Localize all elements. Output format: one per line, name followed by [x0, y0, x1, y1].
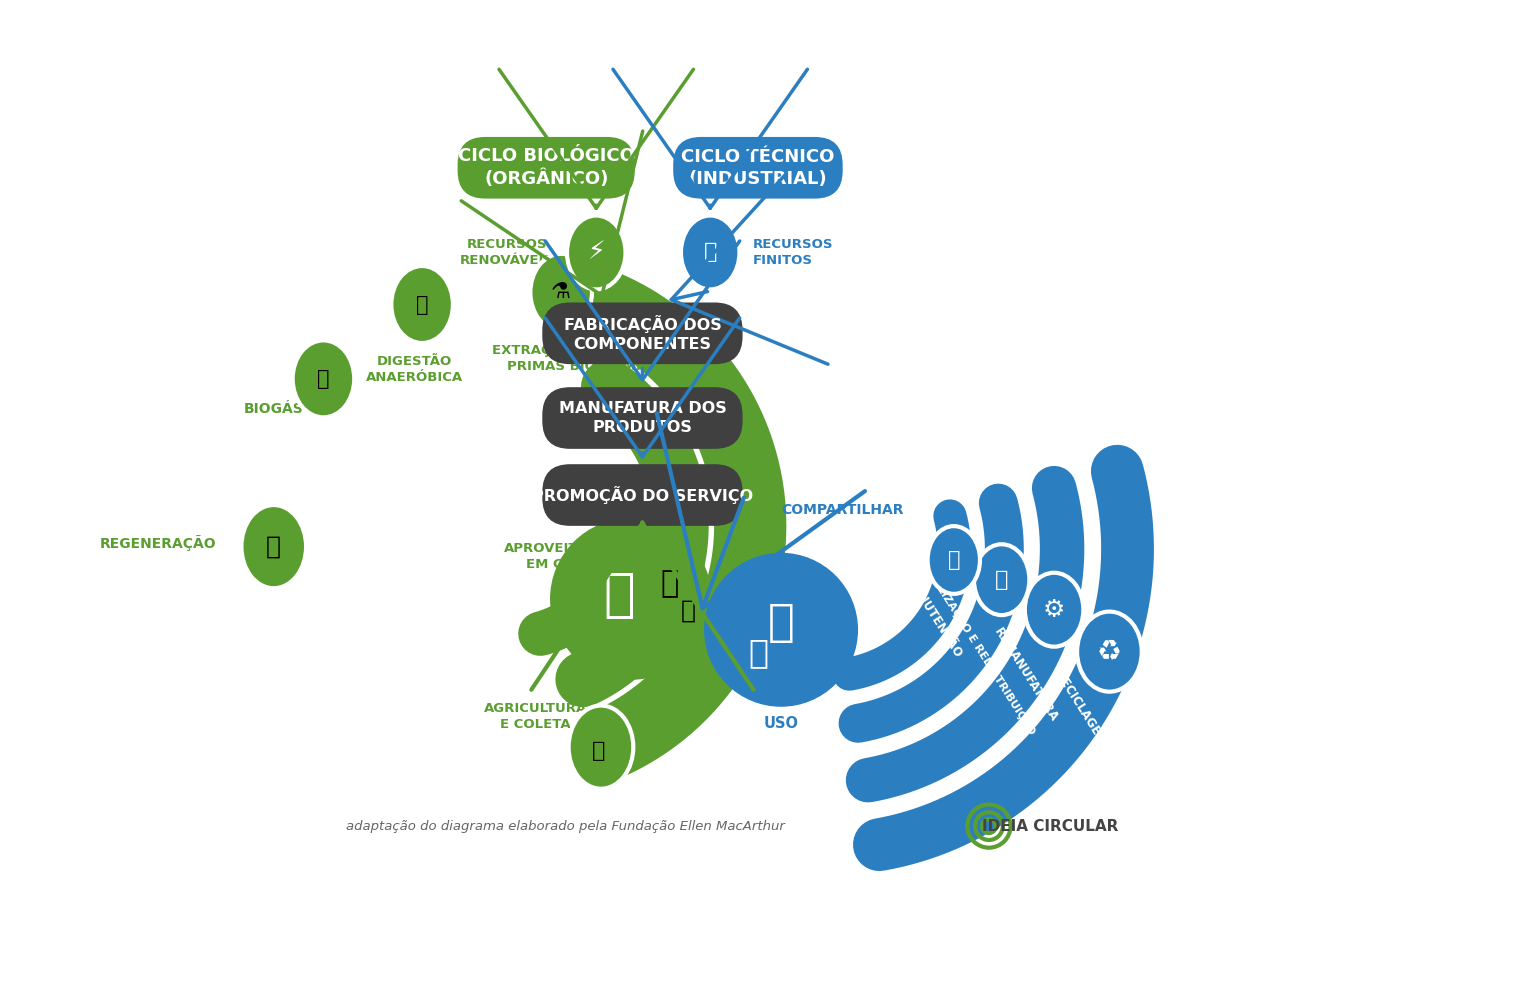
Text: 🌍: 🌍	[266, 535, 281, 558]
Text: FABRICAÇÃO DOS
COMPONENTES: FABRICAÇÃO DOS COMPONENTES	[564, 315, 722, 351]
Text: 🍾: 🍾	[660, 569, 679, 598]
Circle shape	[550, 518, 711, 680]
Ellipse shape	[928, 526, 980, 594]
Text: 🏺: 🏺	[318, 369, 330, 388]
Ellipse shape	[567, 216, 625, 289]
Text: ⚗: ⚗	[551, 283, 571, 302]
FancyBboxPatch shape	[673, 137, 843, 198]
Text: USO: USO	[763, 716, 799, 731]
Text: MATÉRIAS PRIMAS
BIOQUÍMICAS: MATÉRIAS PRIMAS BIOQUÍMICAS	[570, 411, 708, 440]
Text: PROMOÇÃO DO SERVIÇO: PROMOÇÃO DO SERVIÇO	[531, 486, 753, 504]
Text: REUTILIZAÇÃO E REDISTRIBUIÇÃO: REUTILIZAÇÃO E REDISTRIBUIÇÃO	[915, 551, 1038, 736]
Text: RECICLAGEM: RECICLAGEM	[1052, 670, 1109, 749]
Text: 🖥: 🖥	[768, 600, 794, 644]
Text: ⚡: ⚡	[587, 240, 605, 265]
Text: DIGESTÃO
ANAERÓBICA: DIGESTÃO ANAERÓBICA	[366, 354, 462, 384]
Ellipse shape	[1077, 611, 1141, 692]
Text: REMANUFATURA: REMANUFATURA	[991, 625, 1060, 724]
Text: ♻: ♻	[1097, 638, 1121, 666]
Ellipse shape	[530, 254, 591, 331]
Ellipse shape	[974, 544, 1029, 615]
Text: MANUFATURA DOS
PRODUTOS: MANUFATURA DOS PRODUTOS	[559, 401, 727, 435]
Text: CICLO BIOLÓGICO
(ORGÂNICO): CICLO BIOLÓGICO (ORGÂNICO)	[458, 147, 634, 188]
Text: REGENERAÇÃO: REGENERAÇÃO	[100, 535, 217, 550]
Text: APROVEITAMENTO
EM CASCATA: APROVEITAMENTO EM CASCATA	[504, 542, 642, 571]
Ellipse shape	[680, 216, 739, 289]
Text: CONSUMO: CONSUMO	[630, 692, 710, 706]
Ellipse shape	[392, 266, 453, 343]
Text: 🥛: 🥛	[680, 598, 696, 623]
Ellipse shape	[568, 705, 633, 789]
Text: 🔧: 🔧	[948, 550, 960, 570]
Ellipse shape	[241, 505, 306, 589]
Text: 👤: 👤	[604, 569, 636, 621]
Text: COMPARTILHAR: COMPARTILHAR	[780, 503, 903, 517]
Text: EXTRAÇÃO DE MATÉRIAS
PRIMAS BIOQUÍMICA: EXTRAÇÃO DE MATÉRIAS PRIMAS BIOQUÍMICA	[492, 342, 677, 374]
Text: CICLO TÉCNICO
(INDUSTRIAL): CICLO TÉCNICO (INDUSTRIAL)	[682, 148, 834, 188]
Text: 🌾: 🌾	[416, 294, 429, 315]
Text: 🐟: 🐟	[591, 741, 605, 761]
Ellipse shape	[1025, 573, 1083, 646]
Text: 🏭: 🏭	[995, 570, 1008, 590]
FancyBboxPatch shape	[542, 464, 742, 526]
Circle shape	[703, 552, 859, 706]
Text: 👤: 👤	[748, 637, 768, 669]
Text: 🏛: 🏛	[703, 242, 717, 263]
Text: AGRICULTURA
E COLETA: AGRICULTURA E COLETA	[484, 701, 587, 731]
Text: RECURSOS
RENOVÁVEIS: RECURSOS RENOVÁVEIS	[459, 238, 554, 267]
Text: RECURSOS
FINITOS: RECURSOS FINITOS	[753, 238, 833, 267]
Text: MANUTENÇÃO: MANUTENÇÃO	[903, 573, 966, 661]
Text: ⚙: ⚙	[1043, 597, 1066, 622]
Ellipse shape	[293, 340, 355, 417]
Text: IDEIA CIRCULAR: IDEIA CIRCULAR	[983, 818, 1118, 834]
Text: adaptação do diagrama elaborado pela Fundação Ellen MacArthur: adaptação do diagrama elaborado pela Fun…	[346, 819, 785, 833]
FancyBboxPatch shape	[542, 387, 742, 449]
FancyBboxPatch shape	[542, 302, 742, 364]
Text: BIOGÁS: BIOGÁS	[244, 402, 303, 416]
FancyBboxPatch shape	[458, 137, 634, 198]
